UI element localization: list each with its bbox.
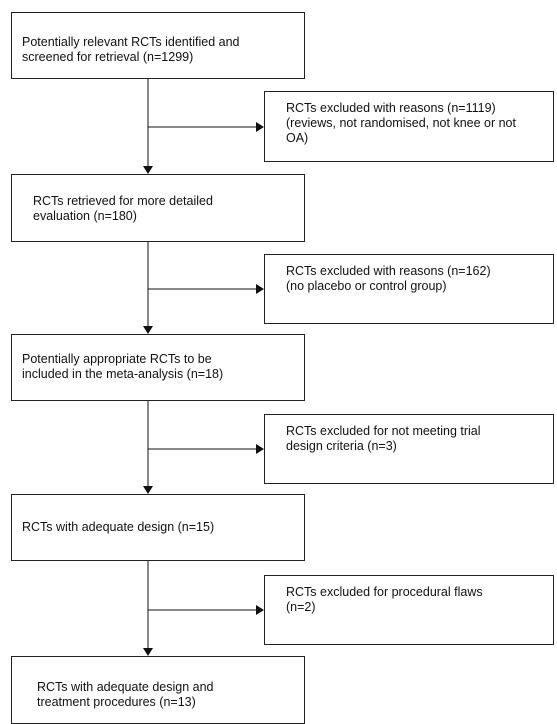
step-text: Potentially appropriate RCTs to be	[22, 352, 212, 366]
right-arrowhead	[256, 284, 264, 294]
step-text: RCTs with adequate design and	[37, 680, 214, 694]
right-arrowhead	[256, 444, 264, 454]
step-text: evaluation (n=180)	[33, 209, 137, 223]
step-text: RCTs retrieved for more detailed	[33, 194, 213, 208]
step-box-retrieved: RCTs retrieved for more detailed evaluat…	[11, 174, 305, 242]
step-text: included in the meta-analysis (n=18)	[22, 367, 224, 381]
exclusion-box-162: RCTs excluded with reasons (n=162) (no p…	[264, 254, 554, 324]
exclusion-text: (n=2)	[286, 600, 316, 614]
step-text: treatment procedures (n=13)	[37, 695, 196, 709]
step-box-appropriate: Potentially appropriate RCTs to be inclu…	[11, 334, 305, 401]
down-arrowhead	[143, 166, 153, 174]
exclusion-text: OA)	[286, 131, 309, 145]
exclusion-text: RCTs excluded for not meeting trial	[286, 424, 481, 438]
exclusion-text: (no placebo or control group)	[286, 279, 447, 293]
exclusion-box-3: RCTs excluded for not meeting trial desi…	[264, 414, 554, 484]
step-text: Potentially relevant RCTs identified and	[22, 35, 240, 49]
right-arrowhead	[256, 122, 264, 132]
step-box-final: RCTs with adequate design and treatment …	[11, 656, 305, 724]
down-arrowhead	[143, 326, 153, 334]
exclusion-box-2: RCTs excluded for procedural flaws (n=2)	[264, 575, 554, 645]
down-arrowhead	[143, 648, 153, 656]
exclusion-text: RCTs excluded for procedural flaws	[286, 585, 483, 599]
exclusion-text: design criteria (n=3)	[286, 439, 397, 453]
exclusion-box-1119: RCTs excluded with reasons (n=1119) (rev…	[264, 91, 554, 162]
right-arrowhead	[256, 605, 264, 615]
step-box-adequate-design: RCTs with adequate design (n=15)	[11, 494, 305, 561]
step-box-identified: Potentially relevant RCTs identified and…	[11, 12, 305, 79]
exclusion-text: RCTs excluded with reasons (n=1119)	[286, 101, 496, 115]
step-text: RCTs with adequate design (n=15)	[22, 520, 215, 534]
step-text: screened for retrieval (n=1299)	[22, 50, 194, 64]
exclusion-text: (reviews, not randomised, not knee or no…	[286, 116, 516, 130]
down-arrowhead	[143, 486, 153, 494]
exclusion-text: RCTs excluded with reasons (n=162)	[286, 264, 491, 278]
